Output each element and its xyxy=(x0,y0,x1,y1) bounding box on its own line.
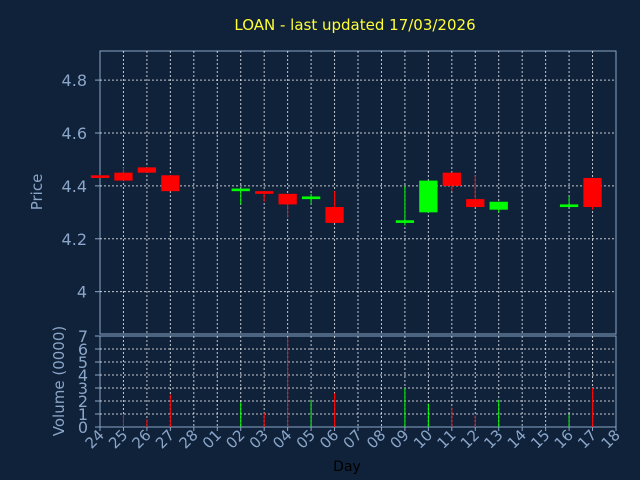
price-tick-label: 4.4 xyxy=(62,177,87,196)
x-tick-label: 07 xyxy=(340,426,366,452)
candle-body xyxy=(559,204,579,208)
volume-axis-label: Volume (0000) xyxy=(50,326,68,436)
x-tick-label: 04 xyxy=(269,426,295,452)
volume-tick-label: 4 xyxy=(78,366,88,385)
candle-body xyxy=(419,180,438,213)
x-tick-label: 16 xyxy=(551,426,577,452)
x-tick-label: 17 xyxy=(574,426,600,452)
x-tick-label: 02 xyxy=(222,426,248,452)
volume-tick-label: 2 xyxy=(78,392,88,411)
candle-body xyxy=(278,193,297,205)
volume-tick-label: 1 xyxy=(78,405,88,424)
candle-body xyxy=(442,172,461,186)
x-tick-label: 01 xyxy=(199,426,225,452)
x-tick-label: 25 xyxy=(105,426,131,452)
x-tick-label: 14 xyxy=(504,426,530,452)
x-tick-label: 28 xyxy=(175,426,201,452)
candle-body xyxy=(466,199,485,208)
price-tick-label: 4.8 xyxy=(62,71,87,90)
price-tick-label: 4.6 xyxy=(62,124,87,143)
candle-body xyxy=(255,191,274,194)
x-tick-label: 10 xyxy=(410,426,436,452)
price-axis-label: Price xyxy=(28,174,46,211)
x-tick-label: 05 xyxy=(293,426,319,452)
x-tick-label: 11 xyxy=(433,426,459,452)
x-tick-label: 18 xyxy=(598,426,624,452)
candle-body xyxy=(489,201,508,210)
volume-tick-label: 6 xyxy=(78,340,88,359)
x-tick-label: 08 xyxy=(363,426,389,452)
volume-tick-label: 7 xyxy=(78,327,88,346)
candle-body xyxy=(301,196,321,200)
x-axis-label: Day xyxy=(333,459,361,475)
x-tick-label: 15 xyxy=(527,426,553,452)
volume-tick-label: 5 xyxy=(78,353,88,372)
x-tick-label: 06 xyxy=(316,426,342,452)
price-tick-label: 4.2 xyxy=(62,230,87,249)
candle-body xyxy=(325,207,344,223)
x-tick-label: 27 xyxy=(152,426,178,452)
volume-tick-label: 0 xyxy=(78,418,88,437)
candle-body xyxy=(90,175,110,178)
candle-body xyxy=(161,175,180,192)
x-tick-label: 13 xyxy=(480,426,506,452)
candle-body xyxy=(583,177,602,208)
volume-tick-label: 3 xyxy=(78,379,88,398)
candle-body xyxy=(114,172,133,181)
x-tick-label: 26 xyxy=(129,426,155,452)
candle-body xyxy=(231,188,250,192)
price-tick-label: 4 xyxy=(77,283,87,302)
x-tick-label: 09 xyxy=(387,426,413,452)
x-tick-label: 12 xyxy=(457,426,483,452)
x-tick-label: 03 xyxy=(246,426,272,452)
candle-body xyxy=(395,220,415,223)
chart-title: LOAN - last updated 17/03/2026 xyxy=(234,16,475,34)
candle-body xyxy=(137,167,157,173)
